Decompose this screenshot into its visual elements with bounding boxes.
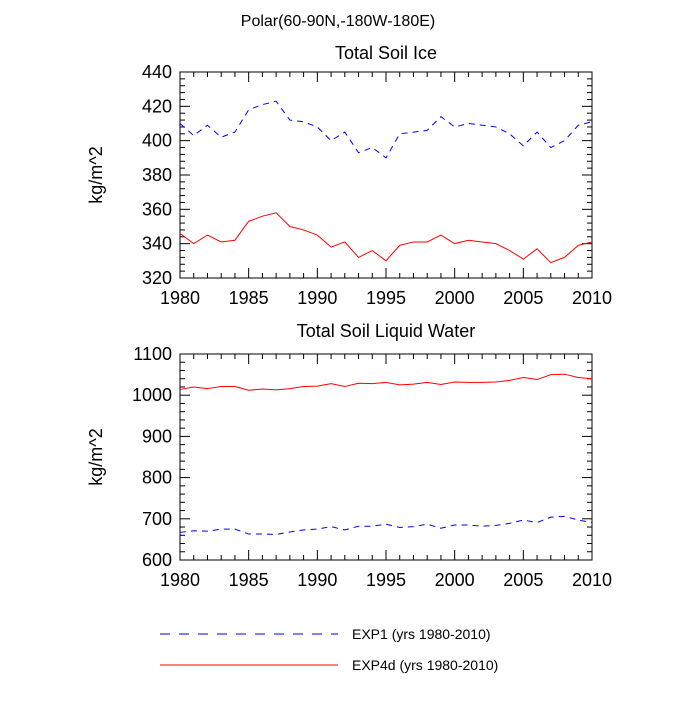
series-line-exp1 (179, 515, 593, 535)
y-tick-label: 320 (142, 268, 172, 288)
plot-frame (179, 353, 593, 561)
x-tick-label: 1990 (297, 570, 337, 590)
panel-title: Total Soil Liquid Water (297, 321, 475, 341)
plot-frame (179, 71, 593, 279)
legend: EXP1 (yrs 1980-2010) EXP4d (yrs 1980-2010… (160, 626, 498, 673)
y-tick-label: 900 (142, 426, 172, 446)
panels: Total Soil Ice kg/m^2 1980 1985 1990 1995 2000… (86, 43, 612, 590)
y-tick-label: 380 (142, 165, 172, 185)
legend-label: EXP1 (yrs 1980-2010) (352, 626, 491, 642)
x-tick-label: 1990 (297, 288, 337, 308)
x-tick-label: 2000 (435, 288, 475, 308)
x-tick-label: 2005 (503, 288, 543, 308)
panel-title: Total Soil Ice (335, 43, 437, 63)
y-tick-label: 400 (142, 131, 172, 151)
x-tick-label: 2000 (435, 570, 475, 590)
y-tick-label: 600 (142, 550, 172, 570)
x-tick-label: 1985 (229, 288, 269, 308)
y-tick-label: 1100 (133, 344, 172, 364)
x-tick-label: 1995 (366, 288, 406, 308)
series-line-exp4d (179, 373, 593, 391)
y-axis-label: kg/m^2 (86, 428, 106, 485)
y-tick-label: 420 (142, 96, 172, 116)
x-tick-label: 1980 (160, 288, 200, 308)
y-axis-label: kg/m^2 (86, 146, 106, 203)
x-tick-label: 1995 (366, 570, 406, 590)
x-tick-label: 2010 (572, 570, 612, 590)
x-tick-label: 2005 (503, 570, 543, 590)
y-tick-label: 340 (142, 234, 172, 254)
x-tick-label: 2010 (572, 288, 612, 308)
y-tick-label: 1000 (132, 385, 172, 405)
series-line-exp1 (179, 100, 593, 159)
y-tick-label: 440 (142, 62, 172, 82)
series-line-exp4d (179, 212, 593, 264)
y-tick-label: 800 (142, 468, 172, 488)
y-tick-label: 360 (142, 199, 172, 219)
figure-title: Polar(60-90N,-180W-180E) (241, 13, 435, 30)
x-tick-label: 1985 (229, 570, 269, 590)
panel-2: Total Soil Liquid Water kg/m^2 1980 1985 199… (86, 321, 612, 590)
x-tick-label: 1980 (160, 570, 200, 590)
panel-1: Total Soil Ice kg/m^2 1980 1985 1990 1995 2000… (86, 43, 612, 308)
legend-label: EXP4d (yrs 1980-2010) (352, 657, 498, 673)
y-tick-label: 700 (142, 509, 172, 529)
